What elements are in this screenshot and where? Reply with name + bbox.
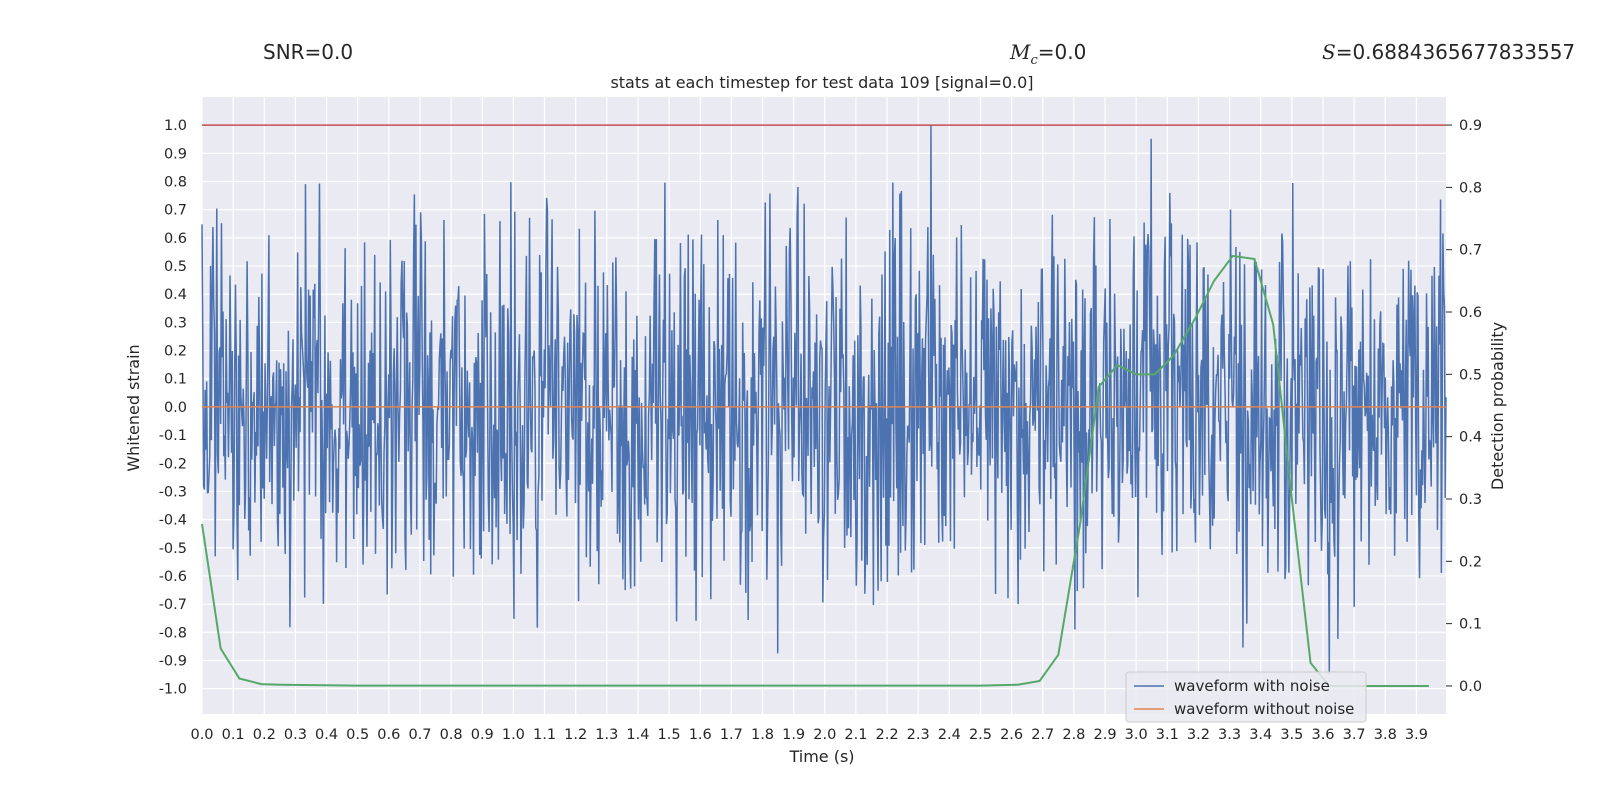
x-tick-label: 1.3 bbox=[595, 727, 618, 743]
legend: waveform with noise waveform without noi… bbox=[1125, 671, 1367, 723]
x-tick-label: 3.5 bbox=[1280, 727, 1303, 743]
x-tick-label: 3.1 bbox=[1156, 727, 1179, 743]
y2-tick-label: 0.6 bbox=[1459, 305, 1482, 321]
x-tick-label: 3.8 bbox=[1374, 727, 1397, 743]
y2-tick-label: 0.1 bbox=[1459, 617, 1482, 633]
y-tick-label: 0.6 bbox=[164, 231, 187, 247]
y-tick-label: 0.2 bbox=[164, 344, 187, 360]
chirp-mass-value: =0.0 bbox=[1037, 40, 1087, 64]
y2-tick-label: 0.7 bbox=[1459, 243, 1482, 259]
legend-label-clean: waveform without noise bbox=[1174, 700, 1354, 718]
y-tick-label: 0.0 bbox=[164, 400, 187, 416]
y-tick-label: 0.9 bbox=[164, 146, 187, 162]
x-tick-label: 0.2 bbox=[253, 727, 276, 743]
x-tick-label: 2.6 bbox=[1000, 727, 1023, 743]
x-tick-label: 1.7 bbox=[720, 727, 743, 743]
x-tick-label: 2.2 bbox=[876, 727, 899, 743]
chart-title: stats at each timestep for test data 109… bbox=[610, 73, 1033, 92]
x-tick-label: 0.8 bbox=[440, 727, 463, 743]
x-tick-label: 2.3 bbox=[907, 727, 930, 743]
x-tick-label: 3.0 bbox=[1125, 727, 1148, 743]
y-tick-label: -0.9 bbox=[159, 653, 187, 669]
score-value: =0.6884365677833557 bbox=[1335, 40, 1576, 64]
x-tick-label: 3.9 bbox=[1405, 727, 1428, 743]
y2-axis-label: Detection probability bbox=[1488, 322, 1507, 490]
y2-tick-label: 0.8 bbox=[1459, 180, 1482, 196]
y-tick-label: 0.5 bbox=[164, 259, 187, 275]
y-tick-label: -0.2 bbox=[159, 456, 187, 472]
y2-tick-label: 0.2 bbox=[1459, 554, 1482, 570]
x-tick-label: 0.7 bbox=[408, 727, 431, 743]
x-tick-label: 1.9 bbox=[782, 727, 805, 743]
y2-tick-label: 0.9 bbox=[1459, 118, 1482, 134]
y-tick-label: 0.4 bbox=[164, 287, 187, 303]
x-tick-label: 0.9 bbox=[471, 727, 494, 743]
y-tick-label: -0.8 bbox=[159, 625, 187, 641]
x-tick-label: 1.5 bbox=[658, 727, 681, 743]
x-tick-label: 1.0 bbox=[502, 727, 525, 743]
y-tick-label: -0.7 bbox=[159, 597, 187, 613]
x-tick-label: 2.8 bbox=[1062, 727, 1085, 743]
score-label: S=0.6884365677833557 bbox=[1322, 40, 1575, 64]
chirp-mass-symbol: M bbox=[1010, 40, 1031, 64]
y-tick-label: -0.1 bbox=[159, 428, 187, 444]
score-symbol: S bbox=[1322, 40, 1336, 64]
x-tick-label: 0.1 bbox=[222, 727, 245, 743]
legend-label-noisy: waveform with noise bbox=[1174, 677, 1330, 695]
y-axis-label: Whitened strain bbox=[124, 344, 143, 471]
x-tick-label: 3.3 bbox=[1218, 727, 1241, 743]
x-tick-label: 1.8 bbox=[751, 727, 774, 743]
y-tick-label: 0.8 bbox=[164, 175, 187, 191]
chirp-mass-label: Mc=0.0 bbox=[1010, 40, 1086, 68]
x-tick-label: 2.1 bbox=[844, 727, 867, 743]
x-tick-label: 0.5 bbox=[346, 727, 369, 743]
x-tick-label: 1.1 bbox=[533, 727, 556, 743]
y-tick-label: -0.5 bbox=[159, 541, 187, 557]
y2-tick-label: 0.5 bbox=[1459, 367, 1482, 383]
x-axis-label: Time (s) bbox=[788, 747, 854, 766]
x-tick-label: 2.9 bbox=[1093, 727, 1116, 743]
snr-label: SNR=0.0 bbox=[263, 40, 354, 64]
x-tick-label: 3.7 bbox=[1343, 727, 1366, 743]
x-tick-label: 2.7 bbox=[1031, 727, 1054, 743]
x-tick-label: 0.3 bbox=[284, 727, 307, 743]
y2-tick-label: 0.4 bbox=[1459, 430, 1482, 446]
x-tick-label: 3.6 bbox=[1311, 727, 1334, 743]
x-tick-label: 1.2 bbox=[564, 727, 587, 743]
x-tick-label: 1.6 bbox=[689, 727, 712, 743]
y-tick-label: 0.3 bbox=[164, 315, 187, 331]
chirp-mass-subscript: c bbox=[1030, 53, 1038, 68]
noisy-waveform-line bbox=[201, 125, 1447, 675]
y-tick-label: 1.0 bbox=[164, 118, 187, 134]
x-tick-label: 0.4 bbox=[315, 727, 338, 743]
x-tick-label: 2.4 bbox=[938, 727, 961, 743]
x-axis-ticks: 0.0 0.1 0.2 0.3 0.4 0.5 0.6 0.7 0.8 0.9 1.0 1.1 1.2 1… bbox=[190, 727, 1427, 743]
y-tick-label: -0.4 bbox=[159, 513, 187, 529]
y2-tick-label: 0.0 bbox=[1459, 679, 1482, 695]
y-tick-label: 0.1 bbox=[164, 372, 187, 388]
y-tick-label: -1.0 bbox=[159, 682, 187, 698]
x-tick-label: 1.4 bbox=[626, 727, 649, 743]
legend-frame bbox=[1125, 671, 1367, 723]
y-tick-label: 0.7 bbox=[164, 203, 187, 219]
y-axis-ticks: 1.0 0.9 0.8 0.7 0.6 0.5 0.4 0.3 0.2 0.1 0.0 -0.1 -0.… bbox=[159, 118, 187, 697]
y-tick-label: -0.3 bbox=[159, 484, 187, 500]
y-tick-label: -0.6 bbox=[159, 569, 187, 585]
x-tick-label: 0.6 bbox=[377, 727, 400, 743]
x-tick-label: 3.4 bbox=[1249, 727, 1272, 743]
y2-tick-label: 0.3 bbox=[1459, 492, 1482, 508]
x-tick-label: 0.0 bbox=[190, 727, 213, 743]
x-tick-label: 2.0 bbox=[813, 727, 836, 743]
x-tick-label: 3.2 bbox=[1187, 727, 1210, 743]
x-tick-label: 2.5 bbox=[969, 727, 992, 743]
y2-axis-ticks: 0.9 0.8 0.7 0.6 0.5 0.4 0.3 0.2 0.1 0.0 bbox=[1446, 118, 1482, 695]
